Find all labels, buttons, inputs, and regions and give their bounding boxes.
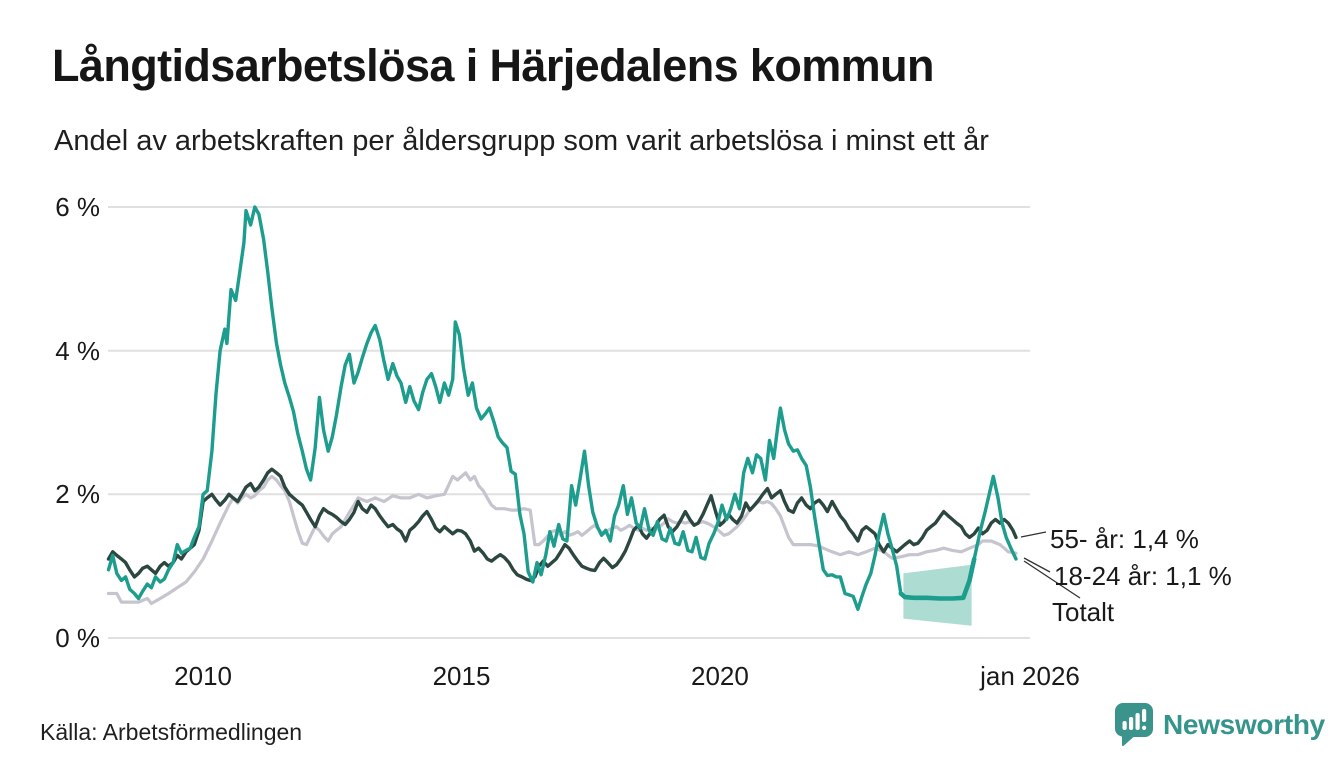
leader-line-totalt (1023, 560, 1081, 599)
source-attribution: Källa: Arbetsförmedlingen (40, 719, 303, 745)
x-axis-tick-2015: 2015 (432, 661, 491, 691)
page-subtitle: Andel av arbetskraften per åldersgrupp s… (54, 125, 989, 157)
newsworthy-speech-bubble-bar-chart-icon (1115, 703, 1153, 747)
page-title: Långtidsarbetslösa i Härjedalens kommun (52, 40, 934, 91)
y-axis-tick-4pct: 4 % (55, 335, 100, 366)
end-label-55-plus: 55- år: 1,4 % (1050, 524, 1199, 554)
x-axis-tick-2020: 2020 (690, 661, 749, 691)
line-18-24 (106, 205, 1018, 611)
line-55-plus (106, 467, 1018, 583)
newsworthy-logo: Newsworthy (1114, 702, 1325, 748)
y-axis-tick-0pct: 0 % (55, 623, 100, 653)
x-axis-tick-jan-2026: jan 2026 (980, 661, 1080, 691)
y-axis-tick-6pct: 6 % (55, 192, 100, 222)
newsworthy-wordmark: Newsworthy (1163, 709, 1325, 740)
end-label-totalt: Totalt (1052, 597, 1115, 627)
leader-line-18-24 (1023, 557, 1051, 573)
end-label-18-24: 18-24 år: 1,1 % (1054, 561, 1232, 591)
x-axis-tick-2010: 2010 (174, 661, 233, 691)
forecast-uncertainty-band (903, 564, 972, 626)
leader-line-55-plus (1020, 531, 1047, 538)
y-axis-tick-2pct: 2 % (55, 479, 100, 510)
